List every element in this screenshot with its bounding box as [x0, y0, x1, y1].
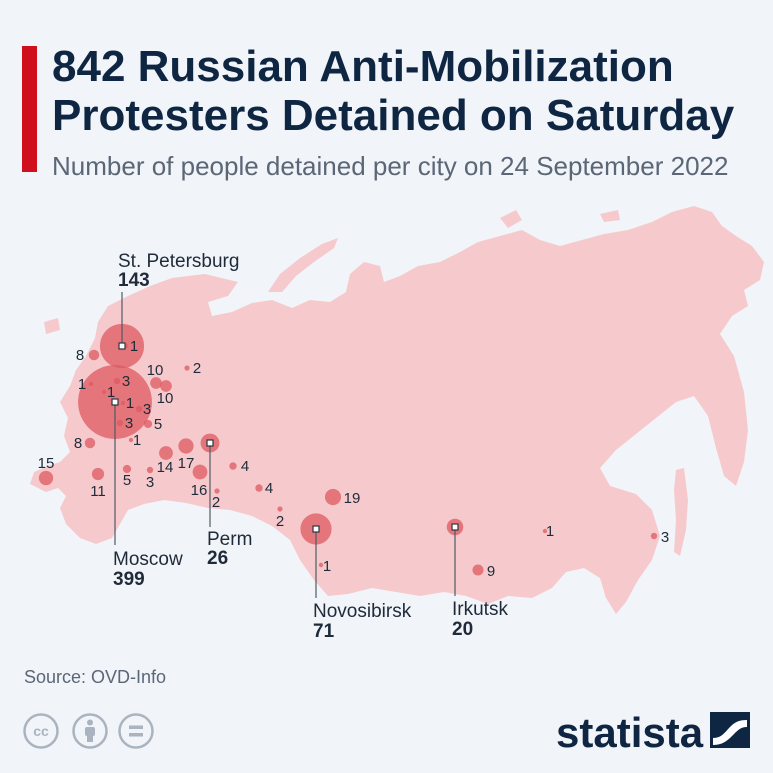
- marker-value-label: 3: [125, 415, 133, 432]
- perm-name-label: Perm: [207, 529, 252, 550]
- marker-value-label: 5: [123, 472, 131, 489]
- marker-bubble: [113, 377, 121, 385]
- novosibirsk-name-label: Novosibirsk: [313, 601, 412, 622]
- marker-bubble: [178, 438, 194, 454]
- marker-value-label: 1: [130, 338, 138, 355]
- marker-bubble: [84, 437, 96, 449]
- marker-bubble: [135, 405, 143, 413]
- marker-value-label: 2: [276, 513, 284, 530]
- st-petersburg-value-label: 143: [118, 270, 150, 291]
- marker-bubble: [472, 564, 484, 576]
- marker-value-label: 8: [74, 435, 82, 452]
- marker-value-label: 3: [122, 373, 130, 390]
- marker-value-label: 1: [546, 523, 554, 540]
- russia-landmass: [30, 206, 764, 614]
- marker-bubble: [122, 464, 132, 474]
- marker-value-label: 14: [157, 459, 174, 476]
- marker-value-label: 2: [193, 360, 201, 377]
- license-icons: cc: [23, 713, 154, 749]
- marker-value-label: 16: [191, 482, 208, 499]
- marker-value-label: 1: [107, 384, 115, 401]
- moscow-city-marker: [111, 398, 119, 406]
- new-siberian-island: [600, 210, 620, 222]
- marker-bubble: [214, 488, 220, 494]
- marker-bubble: [88, 349, 100, 361]
- marker-value-label: 3: [661, 529, 669, 546]
- sakhalin-island: [674, 468, 688, 556]
- marker-value-label: 8: [76, 347, 84, 364]
- marker-bubble: [120, 400, 126, 406]
- marker-bubble: [542, 528, 548, 534]
- attribution-icon: [72, 713, 108, 749]
- statista-logo-icon: [710, 712, 750, 748]
- marker-bubble: [184, 365, 190, 371]
- chart-title: 842 Russian Anti-Mobilization Protesters…: [52, 42, 734, 140]
- marker-value-label: 10: [147, 362, 164, 379]
- cc-text: cc: [33, 723, 49, 739]
- st-petersburg-city-marker: [118, 342, 126, 350]
- marker-bubble: [38, 470, 54, 486]
- chart-subtitle: Number of people detained per city on 24…: [52, 151, 729, 181]
- irkutsk-name-label: Irkutsk: [452, 599, 508, 620]
- moscow-name-label: Moscow: [113, 549, 183, 570]
- marker-bubble: [318, 562, 324, 568]
- statista-logo-text: statista: [556, 709, 704, 756]
- irkutsk-city-marker: [451, 523, 459, 531]
- marker-bubble: [116, 419, 124, 427]
- st-petersburg-name-label: St. Petersburg: [118, 251, 239, 272]
- marker-bubble: [88, 381, 94, 387]
- kaliningrad-exclave: [44, 318, 60, 334]
- moscow-value-label: 399: [113, 569, 145, 590]
- marker-bubble: [159, 446, 173, 460]
- marker-value-label: 1: [78, 376, 86, 393]
- value-label-layer: St. Petersburg143Moscow399Perm26Novosibi…: [38, 251, 670, 642]
- marker-bubble: [650, 532, 658, 540]
- russia-mainland: [30, 206, 764, 614]
- novosibirsk-value-label: 71: [313, 621, 335, 642]
- marker-value-label: 5: [154, 416, 162, 433]
- creative-commons-icon: cc: [23, 713, 59, 749]
- marker-value-label: 19: [344, 490, 361, 507]
- marker-value-label: 1: [323, 558, 331, 575]
- marker-bubble: [143, 419, 153, 429]
- marker-bubble: [277, 506, 283, 512]
- marker-value-label: 1: [126, 395, 134, 412]
- accent-bar: [22, 46, 37, 172]
- marker-bubble: [324, 488, 342, 506]
- perm-city-marker: [206, 439, 214, 447]
- novaya-zemlya-island: [268, 238, 338, 292]
- irkutsk-value-label: 20: [452, 619, 473, 640]
- title-line-1: 842 Russian Anti-Mobilization: [52, 42, 674, 91]
- marker-value-label: 3: [146, 474, 154, 491]
- marker-bubble: [160, 380, 172, 392]
- marker-bubble: [255, 484, 263, 492]
- marker-value-label: 17: [178, 455, 195, 472]
- marker-value-label: 9: [487, 563, 495, 580]
- title-line-2: Protesters Detained on Saturday: [52, 91, 735, 140]
- no-derivatives-icon: [118, 713, 154, 749]
- leader-line-layer: [111, 292, 459, 598]
- marker-bubble: [101, 389, 107, 395]
- marker-bubble: [128, 437, 134, 443]
- marker-value-label: 4: [265, 480, 273, 497]
- marker-value-label: 1: [133, 432, 141, 449]
- marker-bubble: [192, 464, 208, 480]
- novosibirsk-city-marker: [312, 525, 320, 533]
- marker-bubble: [91, 467, 105, 481]
- marker-bubble: [229, 462, 237, 470]
- marker-bubble: [146, 466, 154, 474]
- marker-value-label: 15: [38, 455, 55, 472]
- severnaya-zemlya-island: [500, 210, 522, 228]
- source-note: Source: OVD-Info: [24, 667, 167, 687]
- marker-value-label: 11: [90, 483, 106, 500]
- marker-value-label: 4: [241, 458, 249, 475]
- marker-value-label: 3: [143, 401, 151, 418]
- marker-bubble: [150, 377, 162, 389]
- marker-value-label: 10: [157, 390, 174, 407]
- marker-value-label: 2: [212, 494, 220, 511]
- perm-value-label: 26: [207, 548, 228, 569]
